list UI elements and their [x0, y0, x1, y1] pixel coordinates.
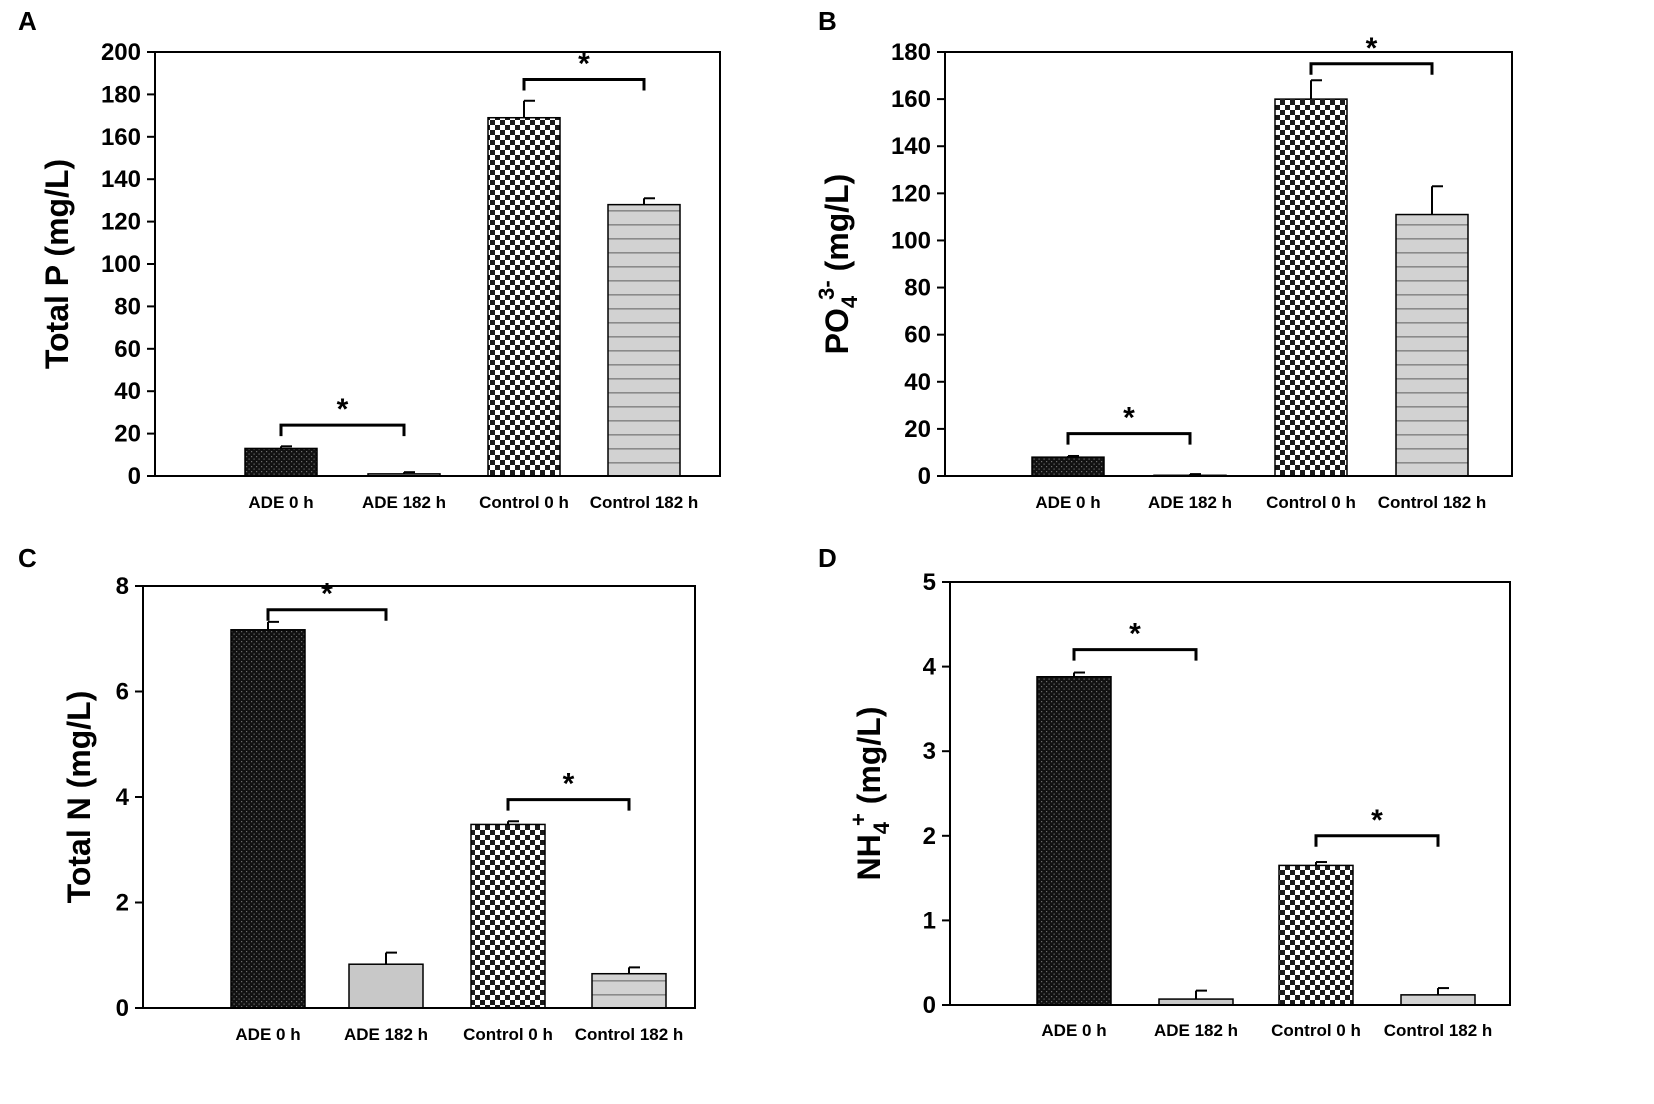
plot-frame	[142, 585, 696, 1009]
significance-bracket	[1066, 432, 1192, 445]
y-tick-label: 4	[923, 654, 937, 681]
x-category-label: Control 182 h	[1378, 493, 1487, 512]
y-tick-label: 80	[904, 275, 931, 302]
bar	[1400, 994, 1476, 1006]
panel-label: C	[18, 543, 37, 573]
bar	[591, 972, 667, 1009]
panel-b: B * * 0 20 40 60 80 100 120 140 160 180 ADE 0 h ADE 18…	[814, 6, 1513, 512]
y-axis-label: PO43- (mg/L)	[814, 174, 862, 355]
y-tick-label: 0	[918, 463, 931, 490]
bar	[1031, 456, 1105, 477]
bar	[230, 629, 306, 1009]
x-category-label: Control 0 h	[1271, 1021, 1361, 1040]
y-tick-label: 6	[116, 679, 129, 706]
x-category-label: ADE 182 h	[1148, 493, 1232, 512]
bar	[1036, 676, 1112, 1006]
x-category-label: ADE 0 h	[1035, 493, 1100, 512]
y-tick-label: 40	[114, 378, 141, 405]
y-tick-label: 160	[101, 124, 141, 151]
bar	[348, 963, 424, 1009]
significance-bracket	[1309, 62, 1434, 75]
y-tick-label: 2	[116, 890, 129, 917]
x-category-label: ADE 182 h	[1154, 1021, 1238, 1040]
significance-bracket	[1072, 648, 1198, 661]
y-axis-label: Total N (mg/L)	[61, 691, 97, 904]
plot-frame	[949, 581, 1511, 1006]
significance-label: *	[1123, 402, 1135, 435]
y-tick-label: 0	[116, 995, 129, 1022]
y-tick-label: 8	[116, 573, 129, 600]
significance-bracket	[266, 608, 388, 621]
panel-c: C * * 0 2 4 6 8 ADE 0 h ADE 182 h Control 0 h Contr…	[18, 543, 696, 1044]
bar	[1274, 98, 1348, 477]
bar	[487, 116, 561, 477]
y-tick-label: 20	[114, 421, 141, 448]
x-category-label: ADE 0 h	[248, 493, 313, 512]
significance-bracket	[1314, 834, 1440, 847]
x-category-label: ADE 0 h	[1041, 1021, 1106, 1040]
bar	[607, 203, 681, 477]
y-tick-label: 60	[904, 322, 931, 349]
y-tick-label: 4	[116, 784, 130, 811]
significance-label: *	[337, 393, 349, 426]
y-tick-label: 3	[923, 738, 936, 765]
y-tick-label: 180	[101, 81, 141, 108]
y-tick-label: 120	[891, 180, 931, 207]
y-axis-label: NH4+ (mg/L)	[846, 707, 894, 881]
plot-frame	[944, 51, 1513, 477]
y-tick-label: 100	[891, 227, 931, 254]
bar	[470, 823, 546, 1009]
x-category-label: Control 182 h	[1384, 1021, 1493, 1040]
panel-d: D * * 0 1 2 3 4 5 ADE 0 h ADE 182 h Control 0 h Cont…	[818, 543, 1511, 1040]
y-tick-label: 180	[891, 39, 931, 66]
y-tick-label: 0	[128, 463, 141, 490]
x-category-label: Control 182 h	[590, 493, 699, 512]
y-tick-label: 160	[891, 86, 931, 113]
panel-label: D	[818, 543, 837, 573]
bar	[1395, 213, 1469, 477]
y-tick-label: 200	[101, 39, 141, 66]
significance-label: *	[578, 48, 590, 81]
y-tick-label: 60	[114, 336, 141, 363]
significance-bracket	[506, 798, 631, 811]
y-tick-label: 5	[923, 569, 936, 596]
y-tick-label: 120	[101, 209, 141, 236]
y-tick-label: 2	[923, 823, 936, 850]
panel-label: B	[818, 6, 837, 36]
x-category-label: Control 0 h	[479, 493, 569, 512]
x-category-label: Control 0 h	[1266, 493, 1356, 512]
significance-label: *	[321, 578, 333, 611]
y-tick-label: 80	[114, 293, 141, 320]
y-tick-label: 20	[904, 416, 931, 443]
panel-a: A * * 0 20 40 60 80 100 120 140 160 180 200 ADE 0 h ADE…	[18, 6, 721, 512]
x-category-label: Control 0 h	[463, 1025, 553, 1044]
x-category-label: Control 182 h	[575, 1025, 684, 1044]
significance-label: *	[1129, 618, 1141, 651]
significance-label: *	[1371, 804, 1383, 837]
x-category-label: ADE 182 h	[344, 1025, 428, 1044]
x-category-label: ADE 0 h	[235, 1025, 300, 1044]
y-tick-label: 140	[101, 166, 141, 193]
bar	[1278, 864, 1354, 1006]
panel-label: A	[18, 6, 37, 36]
y-tick-label: 100	[101, 251, 141, 278]
y-tick-label: 1	[923, 907, 936, 934]
bar	[244, 447, 318, 477]
significance-label: *	[563, 768, 575, 801]
y-tick-label: 40	[904, 369, 931, 396]
y-tick-label: 0	[923, 992, 936, 1019]
significance-bracket	[522, 78, 646, 91]
significance-bracket	[279, 423, 406, 437]
y-axis-label: Total P (mg/L)	[39, 159, 75, 369]
x-category-label: ADE 182 h	[362, 493, 446, 512]
significance-label: *	[1366, 32, 1378, 65]
y-tick-label: 140	[891, 133, 931, 160]
